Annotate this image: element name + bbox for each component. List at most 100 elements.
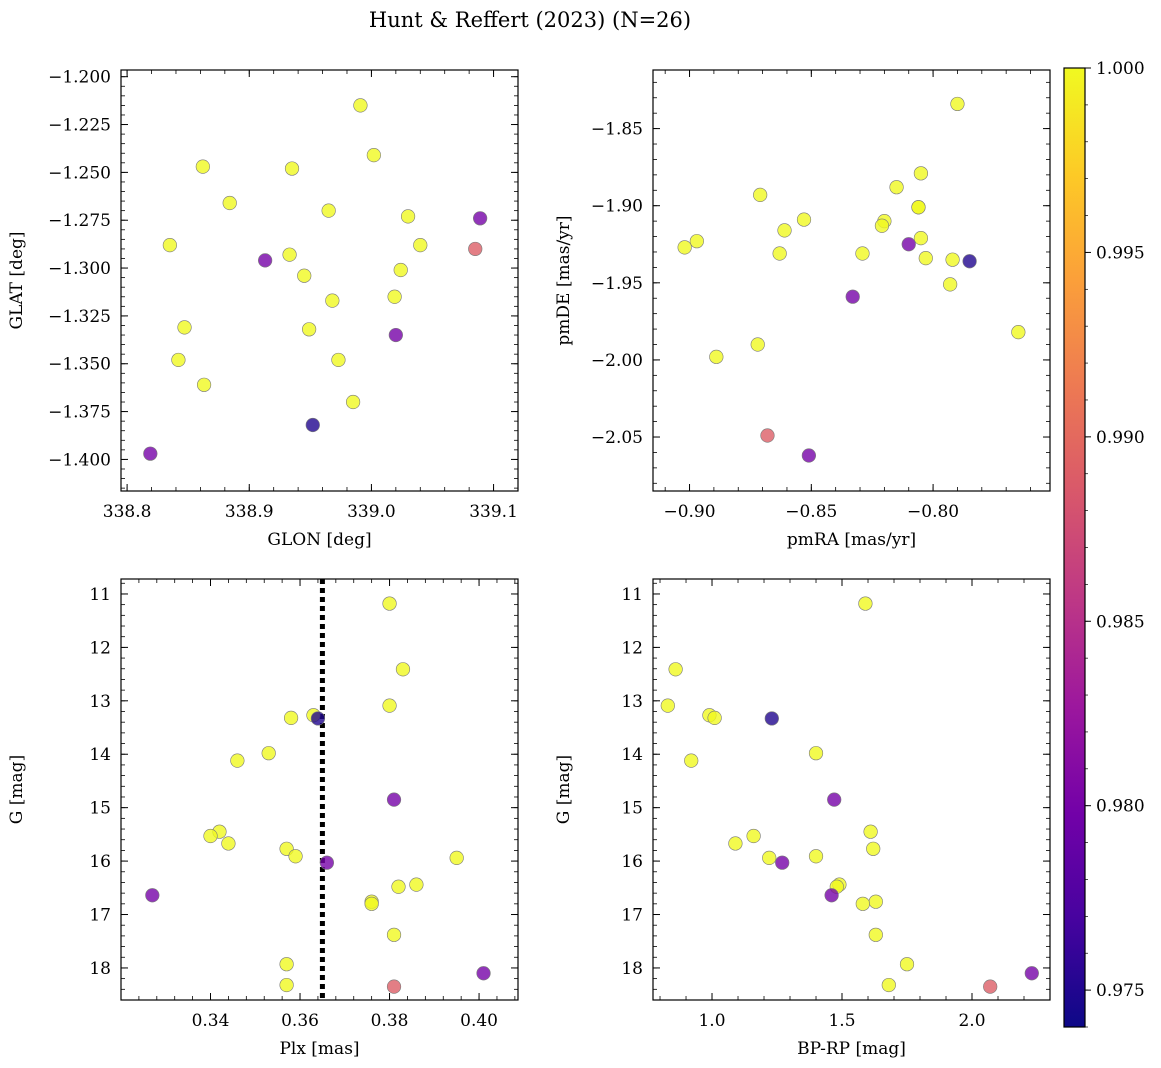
y-tick-label: 14 bbox=[621, 745, 643, 765]
panel-glon-glat: 338.8 338.9 339.0 339.1 −1.200 −1.225 −1.250 −1… bbox=[7, 68, 519, 550]
colorbar-tick-label: 1.000 bbox=[1096, 59, 1145, 79]
y-tick-label: 13 bbox=[621, 692, 643, 712]
y-tick-label: 16 bbox=[621, 852, 643, 872]
x-axis-label: pmRA [mas/yr] bbox=[787, 530, 916, 550]
data-point bbox=[393, 262, 408, 278]
data-point bbox=[772, 246, 787, 261]
data-point bbox=[911, 200, 926, 215]
y-tick-label: −1.250 bbox=[48, 163, 111, 183]
data-point bbox=[874, 218, 890, 233]
y-axis-label: pmDE [mas/yr] bbox=[554, 215, 574, 345]
data-point bbox=[775, 855, 790, 870]
panels: 338.8 338.9 339.0 339.1 −1.200 −1.225 −1.250 −1… bbox=[7, 68, 1051, 1059]
y-tick-label: −1.200 bbox=[48, 68, 111, 88]
data-point bbox=[689, 234, 704, 249]
data-point bbox=[203, 828, 218, 844]
data-point bbox=[899, 957, 915, 972]
data-point bbox=[143, 446, 158, 461]
data-point bbox=[855, 246, 870, 261]
data-point bbox=[764, 711, 779, 726]
y-tick-label: 16 bbox=[89, 852, 111, 872]
data-point bbox=[889, 180, 904, 195]
data-point bbox=[983, 979, 998, 994]
data-point bbox=[222, 195, 237, 211]
data-point bbox=[171, 352, 186, 368]
x-tick-label: −0.80 bbox=[907, 502, 959, 522]
data-point bbox=[845, 289, 860, 304]
x-tick-label: 339.0 bbox=[347, 502, 396, 522]
y-tick-label: 12 bbox=[89, 638, 111, 658]
data-point bbox=[386, 792, 402, 807]
data-point bbox=[331, 352, 346, 368]
data-point bbox=[400, 209, 416, 224]
colorbar-frame bbox=[1063, 67, 1086, 1028]
data-point bbox=[388, 327, 403, 343]
data-point bbox=[677, 240, 692, 255]
y-tick-label: −2.05 bbox=[591, 428, 643, 448]
data-point bbox=[796, 212, 812, 227]
y-tick-label: 14 bbox=[89, 745, 111, 765]
data-point bbox=[858, 596, 873, 611]
data-point bbox=[660, 698, 675, 713]
axes-frame bbox=[652, 578, 1051, 1001]
data-point bbox=[382, 596, 397, 611]
data-point bbox=[709, 349, 724, 364]
data-point bbox=[753, 187, 768, 203]
data-point bbox=[855, 896, 870, 911]
x-tick-label: 0.34 bbox=[192, 1011, 230, 1031]
data-point bbox=[386, 927, 402, 942]
x-tick-label: 339.1 bbox=[469, 502, 518, 522]
x-tick-label: 338.8 bbox=[103, 502, 152, 522]
y-tick-label: −1.85 bbox=[591, 120, 643, 140]
panel-bprp-g: 1.0 1.5 2.0 11 12 13 14 15 16 17 18 BP-RP [mag] G [m… bbox=[554, 578, 1051, 1059]
y-tick-label: −2.00 bbox=[591, 351, 643, 371]
colorbar-tick-label: 0.990 bbox=[1096, 428, 1145, 448]
colorbar-tick-label: 0.975 bbox=[1096, 981, 1145, 1001]
data-point bbox=[196, 377, 212, 392]
x-tick-label: −0.85 bbox=[785, 502, 837, 522]
data-point bbox=[321, 203, 336, 218]
data-point bbox=[881, 977, 896, 993]
data-point bbox=[283, 710, 299, 726]
data-point bbox=[395, 662, 411, 677]
colorbar-tick-label: 0.985 bbox=[1096, 612, 1145, 632]
data-point bbox=[145, 888, 160, 903]
y-tick-label: 12 bbox=[621, 638, 643, 658]
x-axis-label: Plx [mas] bbox=[279, 1039, 359, 1059]
data-point bbox=[325, 293, 340, 308]
data-point bbox=[901, 237, 916, 252]
data-point bbox=[261, 746, 276, 761]
data-point bbox=[762, 850, 777, 865]
x-tick-label: 1.0 bbox=[698, 1011, 725, 1031]
colorbar-tick-label: 0.995 bbox=[1096, 243, 1145, 263]
data-point bbox=[824, 888, 839, 903]
data-point bbox=[707, 710, 722, 726]
y-tick-label: −1.95 bbox=[591, 274, 643, 294]
x-axis-label: BP-RP [mag] bbox=[797, 1039, 906, 1059]
y-tick-label: 15 bbox=[89, 799, 111, 819]
y-tick-label: 18 bbox=[621, 959, 643, 979]
data-point bbox=[943, 277, 958, 292]
data-point bbox=[1024, 966, 1039, 981]
data-point bbox=[364, 896, 379, 911]
data-point bbox=[684, 753, 699, 768]
data-point bbox=[668, 662, 683, 677]
data-point bbox=[387, 289, 402, 304]
data-point bbox=[913, 230, 929, 246]
data-point bbox=[279, 957, 294, 972]
data-point bbox=[808, 746, 824, 761]
data-point bbox=[468, 241, 483, 257]
data-point bbox=[258, 253, 273, 268]
y-tick-label: 13 bbox=[89, 692, 111, 712]
data-point bbox=[808, 849, 824, 864]
data-point bbox=[728, 836, 743, 851]
data-point bbox=[177, 320, 192, 335]
x-tick-label: 338.9 bbox=[225, 502, 274, 522]
y-tick-label: 11 bbox=[89, 585, 111, 605]
data-point bbox=[305, 417, 320, 433]
y-axis-label: GLAT [deg] bbox=[7, 231, 27, 329]
data-point bbox=[950, 96, 965, 112]
data-point bbox=[413, 237, 428, 253]
y-tick-label: −1.90 bbox=[591, 197, 643, 217]
x-tick-label: 0.36 bbox=[281, 1011, 319, 1031]
